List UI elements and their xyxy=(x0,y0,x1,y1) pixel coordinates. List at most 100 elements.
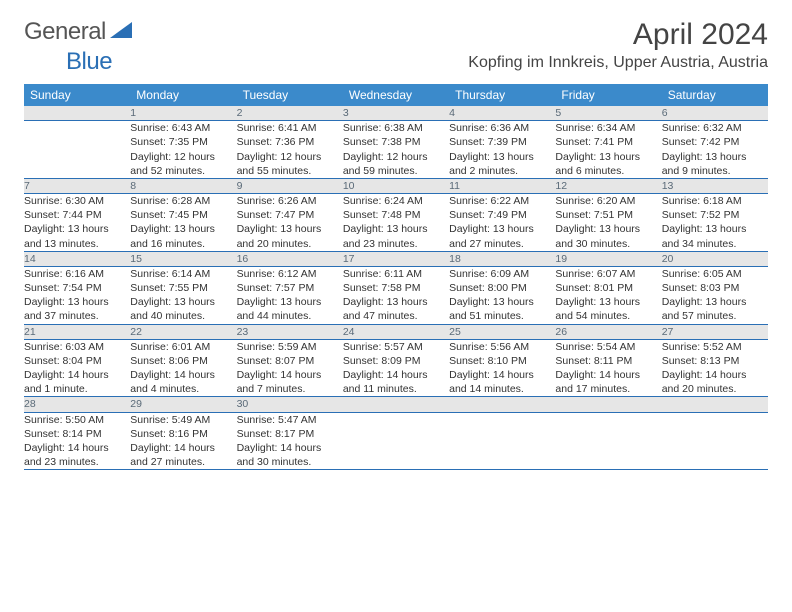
daylight-text-1: Daylight: 13 hours xyxy=(237,295,343,309)
daylight-text-2: and 13 minutes. xyxy=(24,237,130,251)
day-info-cell: Sunrise: 5:56 AMSunset: 8:10 PMDaylight:… xyxy=(449,339,555,397)
day-number-cell: 18 xyxy=(449,251,555,266)
day-number-cell: 9 xyxy=(237,178,343,193)
daylight-text-1: Daylight: 13 hours xyxy=(662,222,768,236)
week-daynum-row: 21222324252627 xyxy=(24,324,768,339)
sunset-text: Sunset: 8:13 PM xyxy=(662,354,768,368)
sunrise-text: Sunrise: 6:41 AM xyxy=(237,121,343,135)
day-number-cell: 11 xyxy=(449,178,555,193)
day-info-cell xyxy=(555,412,661,470)
sunrise-text: Sunrise: 6:26 AM xyxy=(237,194,343,208)
day-info-cell: Sunrise: 5:52 AMSunset: 8:13 PMDaylight:… xyxy=(662,339,768,397)
daylight-text-1: Daylight: 12 hours xyxy=(343,150,449,164)
sunset-text: Sunset: 8:04 PM xyxy=(24,354,130,368)
day-header: Wednesday xyxy=(343,84,449,106)
day-info-cell: Sunrise: 6:18 AMSunset: 7:52 PMDaylight:… xyxy=(662,194,768,252)
sunrise-text: Sunrise: 5:49 AM xyxy=(130,413,236,427)
week-info-row: Sunrise: 5:50 AMSunset: 8:14 PMDaylight:… xyxy=(24,412,768,470)
day-number-cell: 23 xyxy=(237,324,343,339)
day-info-cell: Sunrise: 6:05 AMSunset: 8:03 PMDaylight:… xyxy=(662,266,768,324)
daylight-text-2: and 34 minutes. xyxy=(662,237,768,251)
day-info-cell xyxy=(24,121,130,179)
sunset-text: Sunset: 8:09 PM xyxy=(343,354,449,368)
sunrise-text: Sunrise: 6:24 AM xyxy=(343,194,449,208)
day-info-cell: Sunrise: 6:01 AMSunset: 8:06 PMDaylight:… xyxy=(130,339,236,397)
day-number-cell: 20 xyxy=(662,251,768,266)
sunrise-text: Sunrise: 6:14 AM xyxy=(130,267,236,281)
sunset-text: Sunset: 8:06 PM xyxy=(130,354,236,368)
day-number-cell: 5 xyxy=(555,106,661,121)
day-info-cell: Sunrise: 6:11 AMSunset: 7:58 PMDaylight:… xyxy=(343,266,449,324)
daylight-text-2: and 7 minutes. xyxy=(237,382,343,396)
sunset-text: Sunset: 8:00 PM xyxy=(449,281,555,295)
daylight-text-1: Daylight: 13 hours xyxy=(449,150,555,164)
daylight-text-2: and 44 minutes. xyxy=(237,309,343,323)
sunset-text: Sunset: 7:48 PM xyxy=(343,208,449,222)
sunset-text: Sunset: 7:54 PM xyxy=(24,281,130,295)
daylight-text-2: and 14 minutes. xyxy=(449,382,555,396)
daylight-text-1: Daylight: 14 hours xyxy=(24,441,130,455)
month-year-title: April 2024 xyxy=(468,18,768,52)
sunrise-text: Sunrise: 5:52 AM xyxy=(662,340,768,354)
day-info-cell: Sunrise: 6:14 AMSunset: 7:55 PMDaylight:… xyxy=(130,266,236,324)
day-number-cell: 27 xyxy=(662,324,768,339)
sunset-text: Sunset: 7:41 PM xyxy=(555,135,661,149)
week-daynum-row: 14151617181920 xyxy=(24,251,768,266)
daylight-text-1: Daylight: 13 hours xyxy=(662,295,768,309)
daylight-text-1: Daylight: 14 hours xyxy=(343,368,449,382)
sunset-text: Sunset: 8:07 PM xyxy=(237,354,343,368)
day-number-cell xyxy=(24,106,130,121)
sunset-text: Sunset: 7:42 PM xyxy=(662,135,768,149)
day-number-cell xyxy=(343,397,449,412)
daylight-text-1: Daylight: 13 hours xyxy=(555,222,661,236)
day-info-cell: Sunrise: 6:03 AMSunset: 8:04 PMDaylight:… xyxy=(24,339,130,397)
sunrise-text: Sunrise: 6:22 AM xyxy=(449,194,555,208)
sunset-text: Sunset: 7:58 PM xyxy=(343,281,449,295)
sunset-text: Sunset: 7:39 PM xyxy=(449,135,555,149)
day-number-cell: 1 xyxy=(130,106,236,121)
day-info-cell: Sunrise: 6:43 AMSunset: 7:35 PMDaylight:… xyxy=(130,121,236,179)
day-number-cell: 2 xyxy=(237,106,343,121)
sunrise-text: Sunrise: 6:28 AM xyxy=(130,194,236,208)
day-info-cell: Sunrise: 6:07 AMSunset: 8:01 PMDaylight:… xyxy=(555,266,661,324)
sunset-text: Sunset: 8:14 PM xyxy=(24,427,130,441)
daylight-text-2: and 51 minutes. xyxy=(449,309,555,323)
daylight-text-2: and 16 minutes. xyxy=(130,237,236,251)
daylight-text-2: and 27 minutes. xyxy=(449,237,555,251)
daylight-text-1: Daylight: 14 hours xyxy=(237,368,343,382)
day-header-row: SundayMondayTuesdayWednesdayThursdayFrid… xyxy=(24,84,768,106)
daylight-text-2: and 55 minutes. xyxy=(237,164,343,178)
day-info-cell: Sunrise: 6:28 AMSunset: 7:45 PMDaylight:… xyxy=(130,194,236,252)
daylight-text-1: Daylight: 13 hours xyxy=(343,295,449,309)
sunset-text: Sunset: 8:16 PM xyxy=(130,427,236,441)
week-daynum-row: 282930 xyxy=(24,397,768,412)
day-header: Friday xyxy=(555,84,661,106)
day-info-cell xyxy=(662,412,768,470)
daylight-text-2: and 6 minutes. xyxy=(555,164,661,178)
daylight-text-1: Daylight: 14 hours xyxy=(237,441,343,455)
daylight-text-2: and 27 minutes. xyxy=(130,455,236,469)
daylight-text-1: Daylight: 13 hours xyxy=(130,295,236,309)
day-info-cell: Sunrise: 5:57 AMSunset: 8:09 PMDaylight:… xyxy=(343,339,449,397)
daylight-text-1: Daylight: 13 hours xyxy=(555,295,661,309)
sunrise-text: Sunrise: 6:32 AM xyxy=(662,121,768,135)
sunrise-text: Sunrise: 6:01 AM xyxy=(130,340,236,354)
day-number-cell: 21 xyxy=(24,324,130,339)
daylight-text-1: Daylight: 12 hours xyxy=(130,150,236,164)
day-info-cell: Sunrise: 6:34 AMSunset: 7:41 PMDaylight:… xyxy=(555,121,661,179)
day-info-cell xyxy=(343,412,449,470)
sunset-text: Sunset: 7:45 PM xyxy=(130,208,236,222)
day-number-cell xyxy=(662,397,768,412)
sunrise-text: Sunrise: 6:34 AM xyxy=(555,121,661,135)
sunrise-text: Sunrise: 6:36 AM xyxy=(449,121,555,135)
week-info-row: Sunrise: 6:03 AMSunset: 8:04 PMDaylight:… xyxy=(24,339,768,397)
day-number-cell: 4 xyxy=(449,106,555,121)
day-info-cell: Sunrise: 6:36 AMSunset: 7:39 PMDaylight:… xyxy=(449,121,555,179)
daylight-text-2: and 17 minutes. xyxy=(555,382,661,396)
sunset-text: Sunset: 7:47 PM xyxy=(237,208,343,222)
daylight-text-2: and 40 minutes. xyxy=(130,309,236,323)
sunrise-text: Sunrise: 6:20 AM xyxy=(555,194,661,208)
day-info-cell: Sunrise: 6:32 AMSunset: 7:42 PMDaylight:… xyxy=(662,121,768,179)
day-number-cell: 19 xyxy=(555,251,661,266)
daylight-text-1: Daylight: 13 hours xyxy=(555,150,661,164)
